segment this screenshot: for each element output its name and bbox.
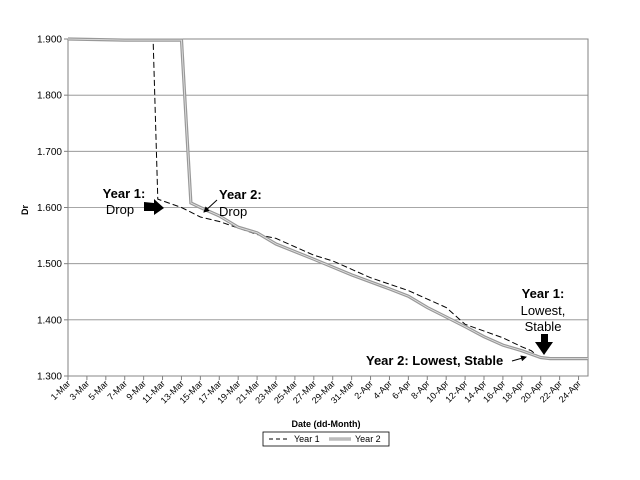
svg-text:Stable: Stable [525, 319, 562, 334]
series-line-year2-highlight [67, 38, 588, 360]
svg-text:Year 1:: Year 1: [103, 186, 146, 201]
legend-label-year2: Year 2 [355, 434, 381, 444]
legend-label-year1: Year 1 [294, 434, 320, 444]
y-tick-labels: 1.300 1.400 1.500 1.600 1.700 1.800 1.900 [37, 35, 62, 383]
annotation-year1-drop: Year 1: Drop [103, 186, 164, 217]
svg-text:Year 1:: Year 1: [522, 286, 565, 301]
arrow-icon [535, 334, 553, 355]
y-tick-label: 1.800 [37, 91, 62, 102]
arrow-icon [144, 199, 164, 215]
annotation-year2-lowest: Year 2: Lowest, Stable [366, 353, 527, 368]
y-axis-title: Dr [20, 205, 30, 215]
arrow-icon [203, 199, 218, 213]
annotation-year2-drop: Year 2: Drop [203, 187, 262, 219]
svg-text:Lowest,: Lowest, [521, 303, 566, 318]
y-tick-label: 1.400 [37, 315, 62, 326]
y-tick-label: 1.600 [37, 203, 62, 214]
svg-text:Drop: Drop [219, 204, 247, 219]
y-tick-label: 1.700 [37, 147, 62, 158]
y-tick-label: 1.300 [37, 372, 62, 383]
series-lines [67, 37, 588, 361]
svg-text:Year 2:: Year 2: [219, 187, 262, 202]
y-tick-label: 1.900 [37, 35, 62, 46]
x-tick-label: 4-Apr [371, 378, 394, 401]
annotation-year1-lowest: Year 1: Lowest, Stable [521, 286, 566, 355]
svg-text:Drop: Drop [106, 202, 134, 217]
x-tick-label: 6-Apr [390, 378, 413, 401]
x-tick-label: 7-Mar [105, 378, 129, 402]
x-tick-label: 3-Mar [68, 378, 92, 402]
y-tick-label: 1.500 [37, 259, 62, 270]
legend: Year 1 Year 2 [262, 431, 390, 447]
svg-text:Year 2: Lowest, Stable: Year 2: Lowest, Stable [366, 353, 503, 368]
x-tick-labels: 1-Mar3-Mar5-Mar7-Mar9-Mar11-Mar13-Mar15-… [49, 378, 583, 405]
x-tick-label: 2-Apr [352, 378, 375, 401]
x-axis-title: Date (dd-Month) [292, 419, 361, 429]
arrow-icon [511, 355, 527, 362]
x-tick-label: 5-Mar [87, 378, 111, 402]
